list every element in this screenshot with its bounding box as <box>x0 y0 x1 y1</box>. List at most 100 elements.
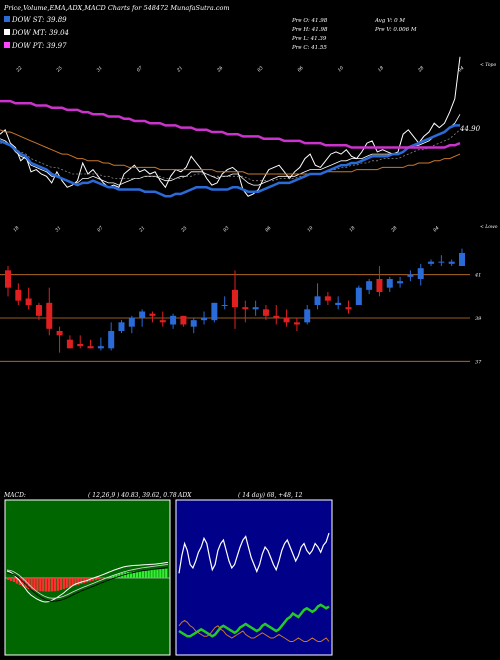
macd-histogram-bar <box>165 568 168 578</box>
price-candle-body <box>211 302 218 321</box>
macd-histogram-bar <box>7 578 10 580</box>
price-candle-body <box>335 302 342 305</box>
price-date-label: 18 <box>348 225 356 233</box>
macd-histogram-bar <box>30 578 33 590</box>
macd-histogram-bar <box>112 575 115 578</box>
macd-histogram-bar <box>141 570 144 578</box>
ema-date-label: 18 <box>377 65 385 73</box>
macd-histogram-bar <box>36 578 39 591</box>
macd-histogram-bar <box>53 578 57 592</box>
price-date-label: 10 <box>306 225 314 233</box>
price-candle-body <box>293 322 300 325</box>
macd-histogram-bar <box>80 578 83 584</box>
macd-histogram-bar <box>88 578 92 582</box>
macd-histogram-bar <box>24 578 27 588</box>
price-candle-body <box>386 279 393 288</box>
price-candle-body <box>397 281 404 284</box>
price-candle-body <box>407 274 414 277</box>
macd-histogram-bar <box>115 574 118 578</box>
ema-date-label: 28 <box>416 65 425 74</box>
ema-date-label: 03 <box>256 65 264 73</box>
price-date-label: 28 <box>389 225 398 234</box>
adx-params: ( 14 day) 68, +48, 12 <box>238 492 303 499</box>
ema-date-label: 25 <box>55 65 64 74</box>
macd-histogram-bar <box>62 578 65 589</box>
adx-panel <box>175 499 333 656</box>
legend-mt-swatch <box>4 29 10 35</box>
price-tick-label: 39 <box>475 316 482 322</box>
price-date-label: 03 <box>222 225 230 233</box>
macd-histogram-bar <box>138 571 142 578</box>
price-candle-body <box>77 344 84 347</box>
price-candle-body <box>376 279 383 292</box>
macd-histogram-bar <box>77 578 80 585</box>
price-candle-body <box>159 320 166 323</box>
price-candle-body <box>128 318 135 327</box>
price-candle-body <box>304 309 311 323</box>
price-candle-body <box>118 322 125 331</box>
ema-date-label: 26 <box>215 65 224 74</box>
macd-histogram-bar <box>147 570 150 578</box>
legend-pt-swatch <box>4 42 10 48</box>
legend-st-swatch <box>4 16 10 22</box>
adx-series-line-0 <box>178 532 330 574</box>
price-candle-body <box>345 307 352 310</box>
chart-title: Price,Volume,EMA,ADX,MACD Charts for 548… <box>3 4 230 12</box>
price-date-label: 04 <box>432 225 440 233</box>
legend: DOW ST: 39.89 DOW MT: 39.04 DOW PT: 39.9… <box>4 16 69 50</box>
macd-histogram-bar <box>150 569 153 578</box>
price-date-label: 06 <box>264 225 272 233</box>
macd-histogram-bar <box>59 578 63 590</box>
adx-series-line-1 <box>178 603 330 638</box>
price-candle-body <box>366 281 373 290</box>
macd-histogram-bar <box>50 578 54 592</box>
ema-last-value: 44.90 <box>459 125 481 133</box>
macd-histogram-bar <box>94 578 98 580</box>
macd-histogram-bar <box>65 578 68 588</box>
macd-header: MACD: ( 12,26,9 ) 40.83, 39.62, 0.78 <box>3 492 177 499</box>
ema-top-label: < Topo <box>480 62 496 68</box>
macd-histogram-bar <box>135 571 139 578</box>
price-date-label: 21 <box>137 225 146 234</box>
ema-series-line-5 <box>0 99 461 149</box>
macd-histogram-bar <box>144 570 147 578</box>
price-candle-body <box>180 315 187 325</box>
ema-series-line-2 <box>0 129 461 182</box>
macd-histogram-bar <box>27 578 30 589</box>
price-tick-label: 37 <box>475 359 482 365</box>
macd-histogram-bar <box>153 569 156 578</box>
macd-histogram-bar <box>162 569 165 578</box>
ema-series-line-4 <box>0 124 460 198</box>
price-candle-body <box>15 289 22 301</box>
macd-histogram-bar <box>97 578 101 580</box>
ema-date-label: 06 <box>296 65 304 73</box>
price-candle-body <box>417 268 424 279</box>
price-candle-body <box>355 287 362 305</box>
macd-histogram-bar <box>42 578 45 592</box>
ema-date-label: 04 <box>457 65 465 73</box>
ema-date-label: 31 <box>96 65 104 73</box>
ema-date-label: 07 <box>136 65 144 73</box>
price-candle-body <box>242 307 249 310</box>
price-candle-body <box>459 253 465 266</box>
price-candle-body <box>46 302 53 329</box>
price-date-label: 25 <box>179 225 188 234</box>
price-date-label: 18 <box>12 225 20 233</box>
macd-histogram-bar <box>15 578 19 584</box>
macd-histogram-bar <box>129 572 133 578</box>
legend-mt-label: DOW MT: 39.04 <box>11 29 69 37</box>
macd-histogram-bar <box>12 578 16 582</box>
ema-date-label: 21 <box>175 65 184 74</box>
ema-series-line-0 <box>0 56 461 197</box>
price-candle-body <box>139 311 146 318</box>
macd-histogram-bar <box>9 578 13 581</box>
legend-st-label: DOW ST: 39.89 <box>11 16 67 24</box>
macd-histogram-bar <box>124 572 127 578</box>
macd-histogram-bar <box>156 569 159 578</box>
macd-signal-line <box>6 564 169 599</box>
price-candle-body <box>262 309 269 316</box>
macd-histogram-bar <box>47 578 51 592</box>
macd-histogram-bar <box>68 578 71 588</box>
ema-series-line-1 <box>0 114 461 186</box>
macd-params: ( 12,26,9 ) 40.83, 39.62, 0.78 <box>88 492 177 499</box>
